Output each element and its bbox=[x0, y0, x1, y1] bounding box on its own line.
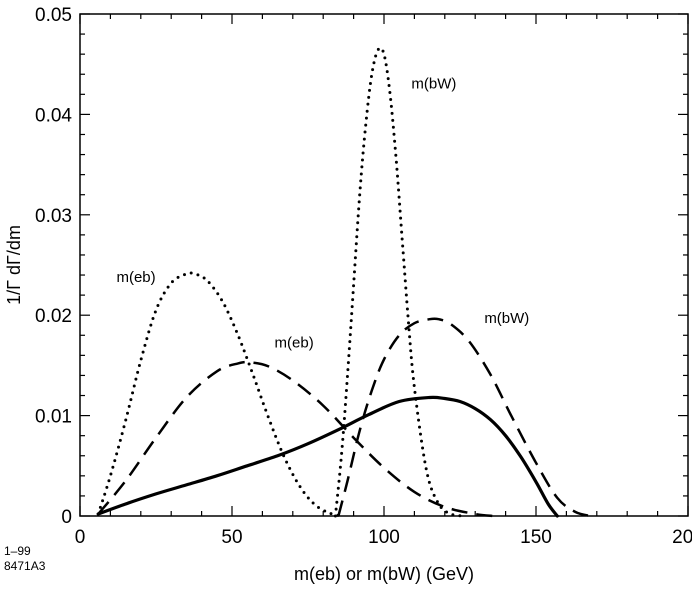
series-line-3 bbox=[337, 317, 592, 518]
series-line-2 bbox=[333, 46, 465, 518]
annotation-layer: m(eb) m(eb) m(bW) m(bW) bbox=[116, 75, 529, 351]
series-layer bbox=[96, 46, 592, 518]
ticks-layer: 0 50 100 150 200 0 0.01 0.02 0.03 0.04 0.05 bbox=[35, 5, 692, 548]
y-tick-label: 0.01 bbox=[35, 407, 72, 428]
y-tick-label: 0.04 bbox=[35, 105, 72, 126]
plot-frame bbox=[79, 13, 689, 517]
figure-id-line2: 8471A3 bbox=[4, 559, 46, 573]
x-tick-label: 100 bbox=[368, 527, 400, 548]
y-tick-label: 0.02 bbox=[35, 306, 72, 327]
x-tick-label: 150 bbox=[520, 527, 552, 548]
series-line-4 bbox=[96, 395, 559, 518]
x-tick-label: 0 bbox=[75, 527, 86, 548]
y-tick-label: 0 bbox=[61, 507, 72, 528]
annotation-label: m(eb) bbox=[116, 269, 155, 286]
y-axis-title: 1/Γ dΓ/dm bbox=[4, 225, 24, 305]
y-tick-label: 0.05 bbox=[35, 5, 72, 26]
x-tick-label: 50 bbox=[221, 527, 242, 548]
annotation-label: m(eb) bbox=[275, 334, 314, 351]
figure-id-line1: 1–99 bbox=[4, 544, 31, 558]
annotation-label: m(bW) bbox=[484, 310, 529, 327]
x-tick-label: 200 bbox=[672, 527, 692, 548]
series-line-0 bbox=[96, 271, 343, 518]
y-tick-label: 0.03 bbox=[35, 206, 72, 227]
annotation-label: m(bW) bbox=[411, 75, 456, 92]
x-axis-title: m(eb) or m(bW) (GeV) bbox=[294, 564, 474, 584]
series-line-1 bbox=[97, 360, 494, 518]
